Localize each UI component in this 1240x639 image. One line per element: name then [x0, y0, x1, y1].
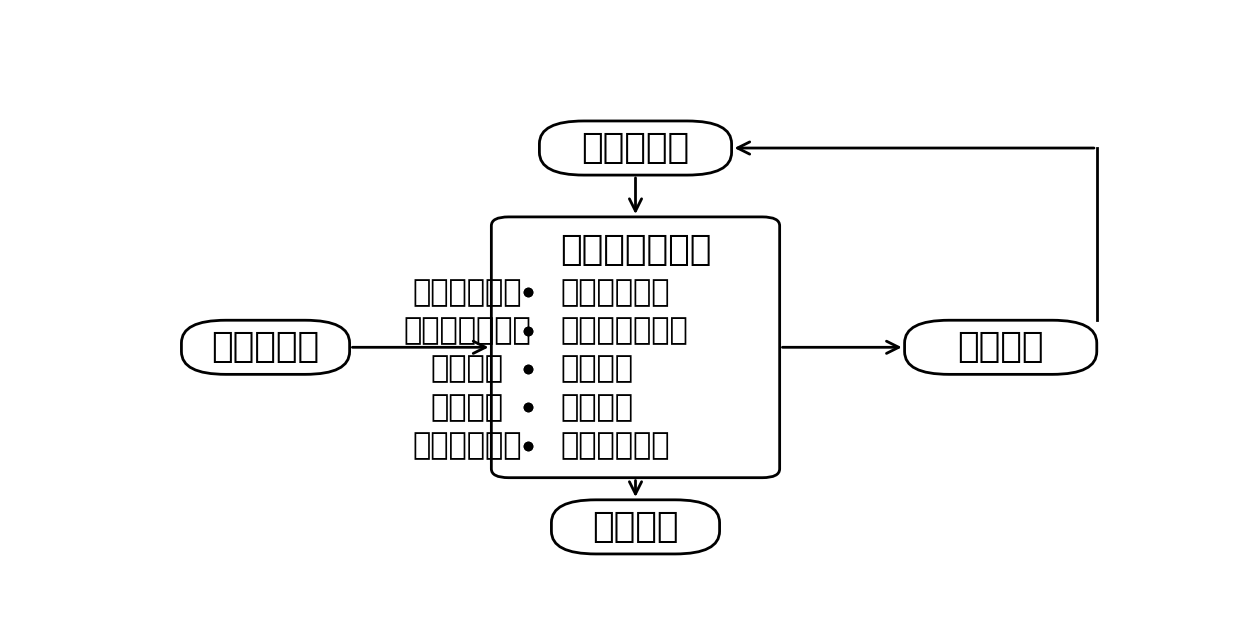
Text: 光电编码器: 光电编码器 — [582, 131, 689, 165]
Text: 数据输出: 数据输出 — [593, 510, 678, 544]
Text: 伺服电机: 伺服电机 — [957, 330, 1044, 364]
Text: 角度数据处理: 角度数据处理 — [413, 431, 522, 460]
Text: 条纹图像获取: 条纹图像获取 — [413, 278, 522, 307]
Text: 伺服控制: 伺服控制 — [560, 393, 634, 422]
Text: 编码器数据获取: 编码器数据获取 — [403, 316, 531, 345]
Text: 条纹图像获取: 条纹图像获取 — [560, 278, 670, 307]
Text: 伺服控制: 伺服控制 — [430, 393, 503, 422]
Text: 图像分析: 图像分析 — [430, 355, 503, 383]
Text: 嵌入式主控平台: 嵌入式主控平台 — [559, 233, 712, 267]
FancyBboxPatch shape — [181, 320, 350, 374]
FancyBboxPatch shape — [491, 217, 780, 478]
Text: 图像传感器: 图像传感器 — [212, 330, 320, 364]
FancyBboxPatch shape — [552, 500, 719, 554]
Text: 图像分析: 图像分析 — [560, 355, 634, 383]
FancyBboxPatch shape — [905, 320, 1096, 374]
FancyBboxPatch shape — [539, 121, 732, 175]
Text: 角度数据处理: 角度数据处理 — [560, 431, 670, 460]
Text: 编码器数据获取: 编码器数据获取 — [560, 316, 688, 345]
